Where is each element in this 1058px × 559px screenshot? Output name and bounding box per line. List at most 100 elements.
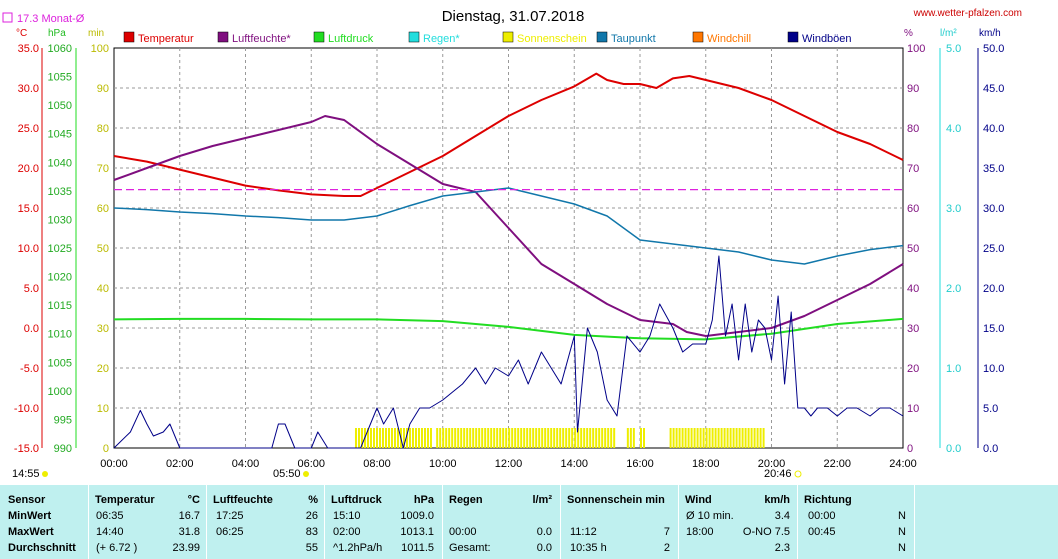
sunshine-bar (738, 428, 741, 448)
chart-axes: 35.0 30.0 25.0 20.0 15.0 10.0 5.0 0.0 -5.0 -10.0 -… (14, 43, 1005, 470)
sunshine-bar (684, 428, 687, 448)
sunshine-bar (408, 428, 411, 448)
sunshine-bar (381, 428, 384, 448)
header-sensor: Sensor (8, 494, 46, 506)
sunshine-bar (629, 428, 632, 448)
sunshine-bar (729, 428, 732, 448)
stat-press-val: 1009.0 (400, 510, 434, 522)
header-wind: Wind (685, 494, 712, 506)
sunshine-bar (705, 428, 708, 448)
sunshine-bar (735, 428, 738, 448)
sunshine-axis-tick-label: 70 (97, 163, 109, 175)
legend-label: Luftfeuchte* (232, 33, 291, 45)
sunshine-bar (366, 428, 369, 448)
sunshine-bar (393, 428, 396, 448)
sunshine-bar (451, 428, 454, 448)
humidity-axis-tick-label: 30 (907, 323, 919, 335)
sunshine-bar (547, 428, 550, 448)
pressure-axis-tick-label: 1015 (48, 300, 72, 312)
header-wind-unit: km/h (764, 494, 790, 506)
website-link[interactable]: www.wetter-pfalzen.com (913, 8, 1022, 19)
sunshine-bar (493, 428, 496, 448)
wind-axis-tick-label: 50.0 (983, 43, 1004, 55)
pressure-axis-tick-label: 1050 (48, 100, 72, 112)
weather-chart: 35.0 30.0 25.0 20.0 15.0 10.0 5.0 0.0 -5.0 -10.0 -… (2, 8, 1022, 480)
pressure-axis-tick-label: 1035 (48, 186, 72, 198)
sunshine-bar (429, 428, 432, 448)
sunshine-axis-tick-label: 30 (97, 323, 109, 335)
x-axis-tick-label: 08:00 (363, 458, 391, 470)
series-line (113, 317, 904, 341)
sunshine-bar (613, 428, 616, 448)
sunshine-bar (571, 428, 574, 448)
stat-rain-time: 00:00 (449, 526, 477, 538)
header-pressure: Luftdruck (331, 494, 382, 506)
series-line (113, 187, 904, 265)
pressure-axis-tick-label: 1025 (48, 243, 72, 255)
sunshine-bar (699, 428, 702, 448)
sunshine-bar (526, 428, 529, 448)
chart-legend: Temperatur Luftfeuchte* Luftdruck Regen* Son… (123, 31, 852, 45)
rain-axis-tick-label: 2.0 (946, 283, 961, 295)
sunshine-bar (610, 428, 613, 448)
sunshine-bar (499, 428, 502, 448)
wind-axis-tick-label: 45.0 (983, 83, 1004, 95)
sunshine-bar (523, 428, 526, 448)
sunshine-bar (607, 428, 610, 448)
sunshine-bar (454, 428, 457, 448)
stat-rain-val: 0.0 (536, 542, 552, 554)
temp-axis-tick-label: 25.0 (18, 123, 39, 135)
sunshine-bar (369, 428, 372, 448)
sunshine-bar (511, 428, 514, 448)
sunshine-bar (678, 428, 681, 448)
rain-axis-tick-label: 4.0 (946, 123, 961, 135)
sunshine-bar (390, 428, 393, 448)
sunshine-axis-tick-label: 60 (97, 203, 109, 215)
x-axis-tick-label: 10:00 (429, 458, 457, 470)
series-line (113, 115, 904, 337)
sunshine-bar (541, 428, 544, 448)
humidity-axis-tick-label: 100 (907, 43, 925, 55)
sunshine-bar (583, 428, 586, 448)
sunshine-bar (481, 428, 484, 448)
wind-axis-tick-label: 5.0 (983, 403, 998, 415)
legend-label: Luftdruck (328, 33, 374, 45)
sunshine-bar (601, 428, 604, 448)
sunshine-bar (687, 428, 690, 448)
legend-swatch (502, 31, 514, 43)
sunshine-bar (414, 428, 417, 448)
legend-swatch (408, 31, 420, 43)
sunshine-axis-tick-label: 100 (91, 43, 109, 55)
sunshine-bar (726, 428, 729, 448)
sunshine-bar (463, 428, 466, 448)
x-axis-tick-label: 22:00 (823, 458, 851, 470)
pressure-axis-tick-label: 1000 (48, 386, 72, 398)
stat-dir-val: N (898, 542, 906, 554)
wind-axis-tick-label: 40.0 (983, 123, 1004, 135)
sunshine-bar (574, 428, 577, 448)
temp-axis-tick-label: -10.0 (14, 403, 39, 415)
header-temperature-unit: °C (187, 494, 200, 506)
sunshine-bar (632, 428, 635, 448)
header-sunshine: Sonnenschein min (567, 494, 665, 506)
header-temperature: Temperatur (95, 494, 155, 506)
sunshine-bar (762, 428, 765, 448)
temp-axis-tick-label: 15.0 (18, 203, 39, 215)
stat-wind-val: O-NO 7.5 (742, 526, 790, 538)
pressure-axis-tick-label: 1005 (48, 357, 72, 369)
stat-temp-time: 14:40 (96, 526, 124, 538)
sunshine-bar (529, 428, 532, 448)
sunshine-bar (672, 428, 675, 448)
sunshine-bar (445, 428, 448, 448)
legend-swatch (313, 31, 325, 43)
stat-temp-val: 16.7 (178, 510, 200, 522)
sunshine-axis-tick-label: 80 (97, 123, 109, 135)
stat-temp-val: 23.99 (172, 542, 200, 554)
sunshine-bar (753, 428, 756, 448)
stat-press-time: ^1.2hPa/h (333, 542, 383, 554)
legend-swatch (123, 31, 135, 43)
pressure-axis-tick-label: 1060 (48, 43, 72, 55)
sunshine-bar (556, 428, 559, 448)
sunshine-axis-tick-label: 40 (97, 283, 109, 295)
stat-rain-time: Gesamt: (449, 542, 491, 554)
